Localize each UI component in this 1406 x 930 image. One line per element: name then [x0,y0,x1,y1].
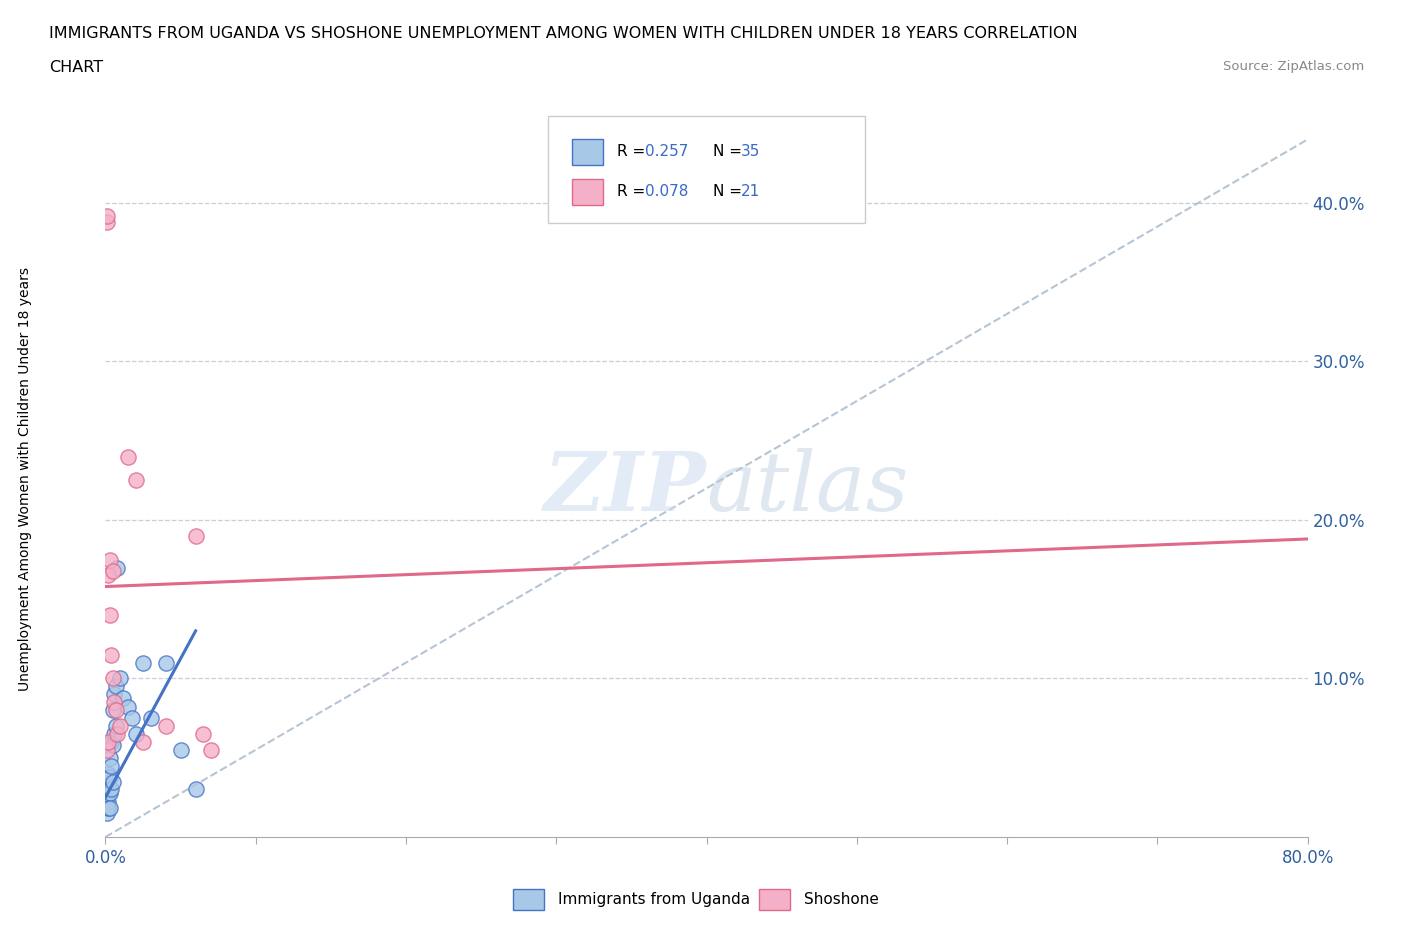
Text: N =: N = [713,144,747,159]
Point [101,703,124,718]
Text: CHART: CHART [49,60,103,75]
Point [124,726,146,741]
Point [98,751,121,765]
Point [96,782,118,797]
Point [98,801,121,816]
Point [98,785,121,800]
Point [110,719,132,734]
Point [100,782,122,797]
Point [132,735,155,750]
Point [107,726,129,741]
Text: R =: R = [617,144,651,159]
Point [155,655,177,670]
Point [100,735,122,750]
Text: 21: 21 [741,184,761,199]
Text: 0.078: 0.078 [645,184,689,199]
Point [96,769,118,784]
Point [107,560,129,575]
Point [97,568,120,583]
Point [112,690,135,705]
Text: IMMIGRANTS FROM UGANDA VS SHOSHONE UNEMPLOYMENT AMONG WOMEN WITH CHILDREN UNDER : IMMIGRANTS FROM UGANDA VS SHOSHONE UNEMP… [49,26,1078,41]
Point [101,564,124,578]
Point [124,472,146,487]
Point [117,449,139,464]
Point [96,798,118,813]
Text: Immigrants from Uganda: Immigrants from Uganda [558,892,751,907]
Point [104,719,127,734]
Text: 0.257: 0.257 [645,144,689,159]
Point [98,607,121,622]
Point [97,735,120,750]
Point [104,703,127,718]
Point [100,758,122,773]
Point [121,711,143,725]
Point [104,679,127,694]
Point [103,687,125,702]
Point [139,711,162,725]
Point [96,742,118,757]
Point [110,671,132,686]
Point [117,699,139,714]
Point [97,778,120,793]
Point [169,742,191,757]
Point [98,769,121,784]
Point [132,655,155,670]
Point [100,647,122,662]
Point [96,215,118,230]
Point [184,528,207,543]
Point [103,726,125,741]
Text: ZIP: ZIP [544,448,707,528]
Point [97,794,120,809]
Point [96,805,118,820]
Text: Source: ZipAtlas.com: Source: ZipAtlas.com [1223,60,1364,73]
Point [96,208,118,223]
Point [155,719,177,734]
Point [200,742,222,757]
Point [101,671,124,686]
Point [101,774,124,789]
Point [184,782,207,797]
Text: 35: 35 [741,144,761,159]
Text: atlas: atlas [707,448,908,528]
Text: Unemployment Among Women with Children Under 18 years: Unemployment Among Women with Children U… [18,267,32,691]
Text: N =: N = [713,184,747,199]
Point [101,737,124,752]
Point [98,552,121,567]
Point [96,790,118,804]
Text: Shoshone: Shoshone [804,892,879,907]
Text: R =: R = [617,184,651,199]
Point [97,787,120,802]
Point [191,726,214,741]
Point [97,801,120,816]
Point [97,766,120,781]
Point [103,695,125,710]
